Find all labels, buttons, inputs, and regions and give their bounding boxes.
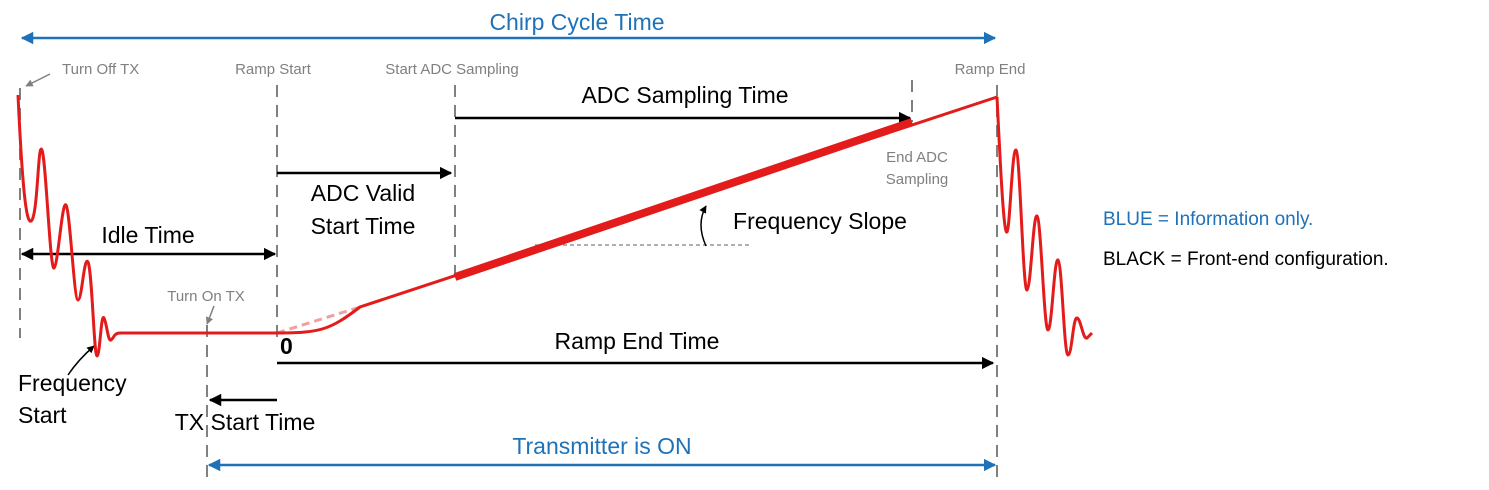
annotation: Frequency: [18, 370, 127, 396]
event-label: Ramp End: [955, 61, 1026, 78]
annotation: Frequency Slope: [733, 208, 907, 234]
annotation: Start: [18, 402, 67, 428]
event-label: Ramp Start: [235, 61, 312, 78]
interval-label: ADC Sampling Time: [581, 82, 788, 108]
legend-entry: BLACK = Front-end configuration.: [1103, 249, 1389, 270]
event-label: Turn Off TX: [62, 61, 139, 78]
guides: [19, 80, 998, 485]
interval-label: TX Start Time: [175, 409, 316, 435]
interval-label: Start Time: [311, 213, 416, 239]
labels: Chirp Cycle Time Turn Off TX Ramp Start …: [18, 9, 1389, 459]
chirp-signal: [16, 94, 1094, 358]
event-label: Sampling: [886, 171, 949, 188]
event-label: Start ADC Sampling: [385, 61, 518, 78]
title: Chirp Cycle Time: [489, 9, 664, 35]
arrows: [20, 31, 997, 472]
annotation: 0: [280, 333, 293, 359]
interval-label: Ramp End Time: [555, 328, 720, 354]
event-label: End ADC: [886, 149, 948, 166]
event-label: Turn On TX: [167, 288, 245, 305]
interval-label: ADC Valid: [311, 180, 415, 206]
interval-label: Transmitter is ON: [512, 433, 691, 459]
legend-entry: BLUE = Information only.: [1103, 209, 1313, 230]
interval-label: Idle Time: [101, 222, 194, 248]
